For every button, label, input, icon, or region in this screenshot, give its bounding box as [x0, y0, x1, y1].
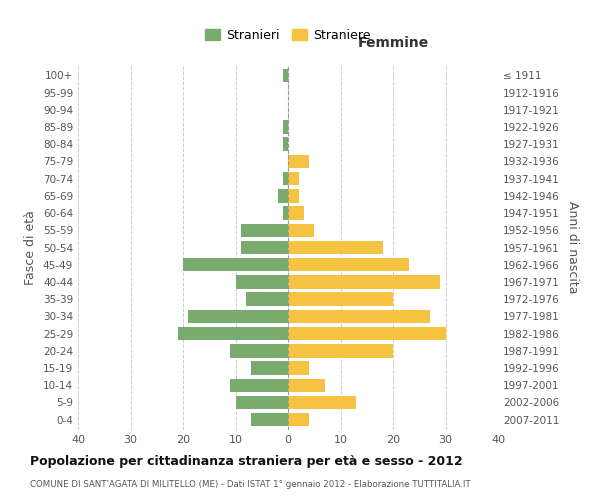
Bar — [288, 344, 393, 358]
Bar — [188, 310, 288, 323]
Bar — [283, 138, 288, 151]
Bar — [241, 224, 288, 237]
Bar — [288, 310, 430, 323]
Legend: Stranieri, Straniere: Stranieri, Straniere — [200, 24, 376, 47]
Text: COMUNE DI SANT'AGATA DI MILITELLO (ME) - Dati ISTAT 1° gennaio 2012 - Elaborazio: COMUNE DI SANT'AGATA DI MILITELLO (ME) -… — [30, 480, 470, 489]
Bar — [288, 292, 393, 306]
Bar — [288, 362, 309, 374]
Text: Femmine: Femmine — [358, 36, 428, 51]
Bar — [288, 396, 356, 409]
Bar — [288, 378, 325, 392]
Bar — [178, 327, 288, 340]
Bar — [283, 120, 288, 134]
Bar — [251, 362, 288, 374]
Bar — [230, 378, 288, 392]
Bar — [288, 206, 304, 220]
Bar — [235, 396, 288, 409]
Bar — [288, 172, 299, 186]
Bar — [251, 413, 288, 426]
Bar — [283, 68, 288, 82]
Bar — [288, 413, 309, 426]
Y-axis label: Fasce di età: Fasce di età — [25, 210, 37, 285]
Bar — [183, 258, 288, 272]
Bar — [288, 224, 314, 237]
Bar — [288, 258, 409, 272]
Bar — [283, 172, 288, 186]
Bar — [288, 275, 440, 288]
Bar — [288, 241, 383, 254]
Bar — [246, 292, 288, 306]
Bar — [241, 241, 288, 254]
Bar — [288, 189, 299, 202]
Text: Popolazione per cittadinanza straniera per età e sesso - 2012: Popolazione per cittadinanza straniera p… — [30, 455, 463, 468]
Bar — [288, 154, 309, 168]
Bar — [283, 206, 288, 220]
Bar — [230, 344, 288, 358]
Y-axis label: Anni di nascita: Anni di nascita — [566, 201, 579, 294]
Bar — [235, 275, 288, 288]
Bar — [277, 189, 288, 202]
Bar — [288, 327, 445, 340]
